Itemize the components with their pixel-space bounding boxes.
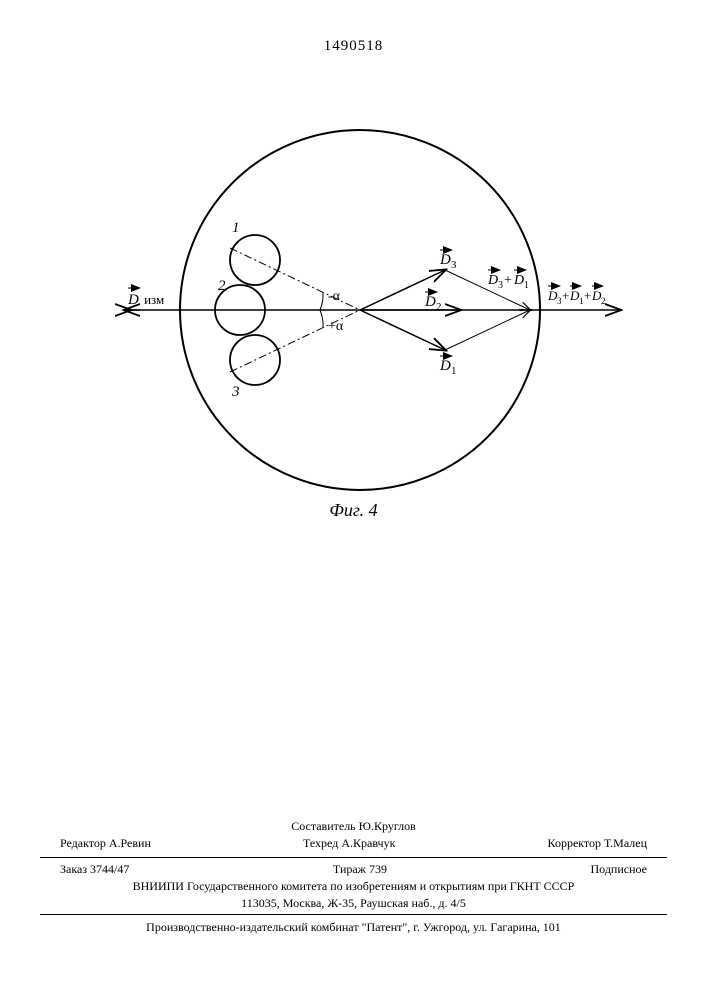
- svg-text:D: D: [439, 358, 451, 374]
- angle-neg-label: -α: [328, 289, 341, 304]
- divider-1: [40, 857, 667, 858]
- angle-pos-label: +α: [328, 319, 344, 334]
- svg-text:1: 1: [451, 365, 457, 377]
- ray-1: [230, 248, 360, 310]
- svg-text:D: D: [439, 252, 451, 268]
- svg-text:2: 2: [436, 301, 442, 313]
- patent-number: 1490518: [0, 38, 707, 55]
- sensor-3: 3: [230, 335, 280, 400]
- tirazh: Тираж 739: [333, 862, 387, 877]
- angle-neg-arc: [320, 292, 323, 310]
- org-line1: ВНИИПИ Государственного комитета по изоб…: [40, 878, 667, 895]
- corrector: Корректор Т.Малец: [548, 835, 647, 852]
- patent-page: 1490518 D изм: [0, 0, 707, 1000]
- svg-text:+: +: [504, 273, 512, 288]
- diagram-svg: D изм 1 2 3 -α +α: [80, 120, 627, 500]
- d-izm-label: D изм: [127, 292, 164, 308]
- sensor-2: 2: [215, 278, 265, 335]
- sum-d3-d1-bot: [445, 310, 530, 350]
- zakaz: Заказ 3744/47: [60, 862, 129, 877]
- d3-label: D 3: [439, 250, 457, 271]
- vector-d1: [360, 310, 445, 350]
- podpisnoe: Подписное: [591, 862, 648, 877]
- sensor-2-label: 2: [218, 278, 226, 294]
- svg-text:3: 3: [498, 280, 503, 291]
- sensor-1-label: 1: [232, 220, 240, 236]
- figure-4-diagram: D изм 1 2 3 -α +α: [80, 120, 627, 500]
- d2-label: D 2: [424, 292, 442, 313]
- svg-text:D: D: [424, 294, 436, 310]
- svg-text:+: +: [584, 288, 591, 303]
- angle-pos-arc: [320, 310, 323, 328]
- svg-text:1: 1: [524, 280, 529, 291]
- d3-plus-d1-label: D 3 + D 1: [487, 270, 529, 291]
- d1-label: D 1: [439, 356, 457, 377]
- publisher-line: Производственно-издательский комбинат "П…: [40, 920, 667, 935]
- credits-block: Составитель Ю.Круглов Редактор А.Ревин Т…: [60, 818, 647, 852]
- svg-text:3: 3: [451, 259, 457, 271]
- d3-d1-d2-label: D 3 + D 1 + D 2: [547, 286, 606, 306]
- org-block: ВНИИПИ Государственного комитета по изоб…: [40, 878, 667, 912]
- divider-2: [40, 914, 667, 915]
- compiler-line: Составитель Ю.Круглов: [60, 818, 647, 835]
- techred: Техред А.Кравчук: [303, 835, 395, 852]
- figure-caption: Фиг. 4: [0, 500, 707, 521]
- sensor-3-label: 3: [231, 384, 240, 400]
- svg-text:D: D: [487, 273, 498, 288]
- sensor-1: 1: [230, 220, 280, 285]
- svg-text:1: 1: [579, 296, 584, 306]
- svg-text:2: 2: [601, 296, 606, 306]
- svg-text:D: D: [513, 273, 524, 288]
- svg-text:+: +: [562, 288, 569, 303]
- editor: Редактор А.Ревин: [60, 835, 151, 852]
- order-row: Заказ 3744/47 Тираж 739 Подписное: [60, 862, 647, 877]
- org-line2: 113035, Москва, Ж-35, Раушская наб., д. …: [40, 895, 667, 912]
